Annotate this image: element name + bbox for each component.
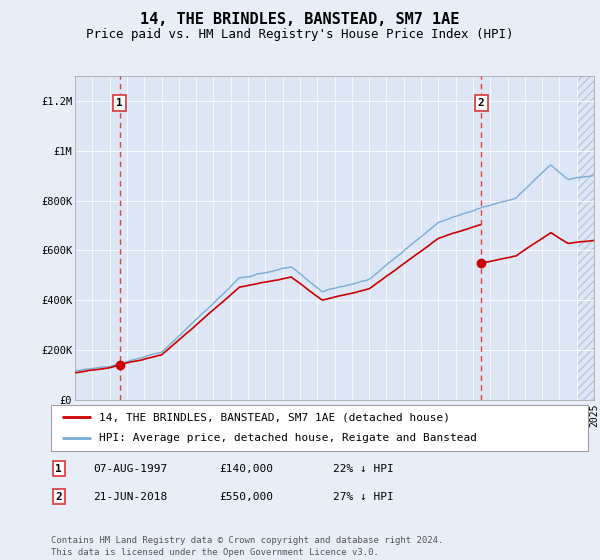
- Text: 2: 2: [55, 492, 62, 502]
- Text: Contains HM Land Registry data © Crown copyright and database right 2024.
This d: Contains HM Land Registry data © Crown c…: [51, 536, 443, 557]
- Text: 14, THE BRINDLES, BANSTEAD, SM7 1AE: 14, THE BRINDLES, BANSTEAD, SM7 1AE: [140, 12, 460, 27]
- Text: £140,000: £140,000: [219, 464, 273, 474]
- Text: 07-AUG-1997: 07-AUG-1997: [93, 464, 167, 474]
- Text: 27% ↓ HPI: 27% ↓ HPI: [333, 492, 394, 502]
- Text: HPI: Average price, detached house, Reigate and Banstead: HPI: Average price, detached house, Reig…: [100, 433, 478, 444]
- Text: £550,000: £550,000: [219, 492, 273, 502]
- Text: 2: 2: [478, 98, 484, 108]
- Text: 22% ↓ HPI: 22% ↓ HPI: [333, 464, 394, 474]
- Text: 14, THE BRINDLES, BANSTEAD, SM7 1AE (detached house): 14, THE BRINDLES, BANSTEAD, SM7 1AE (det…: [100, 412, 451, 422]
- Text: 1: 1: [116, 98, 123, 108]
- Text: 1: 1: [55, 464, 62, 474]
- Text: 21-JUN-2018: 21-JUN-2018: [93, 492, 167, 502]
- Text: Price paid vs. HM Land Registry's House Price Index (HPI): Price paid vs. HM Land Registry's House …: [86, 28, 514, 41]
- Bar: [577, 76, 594, 400]
